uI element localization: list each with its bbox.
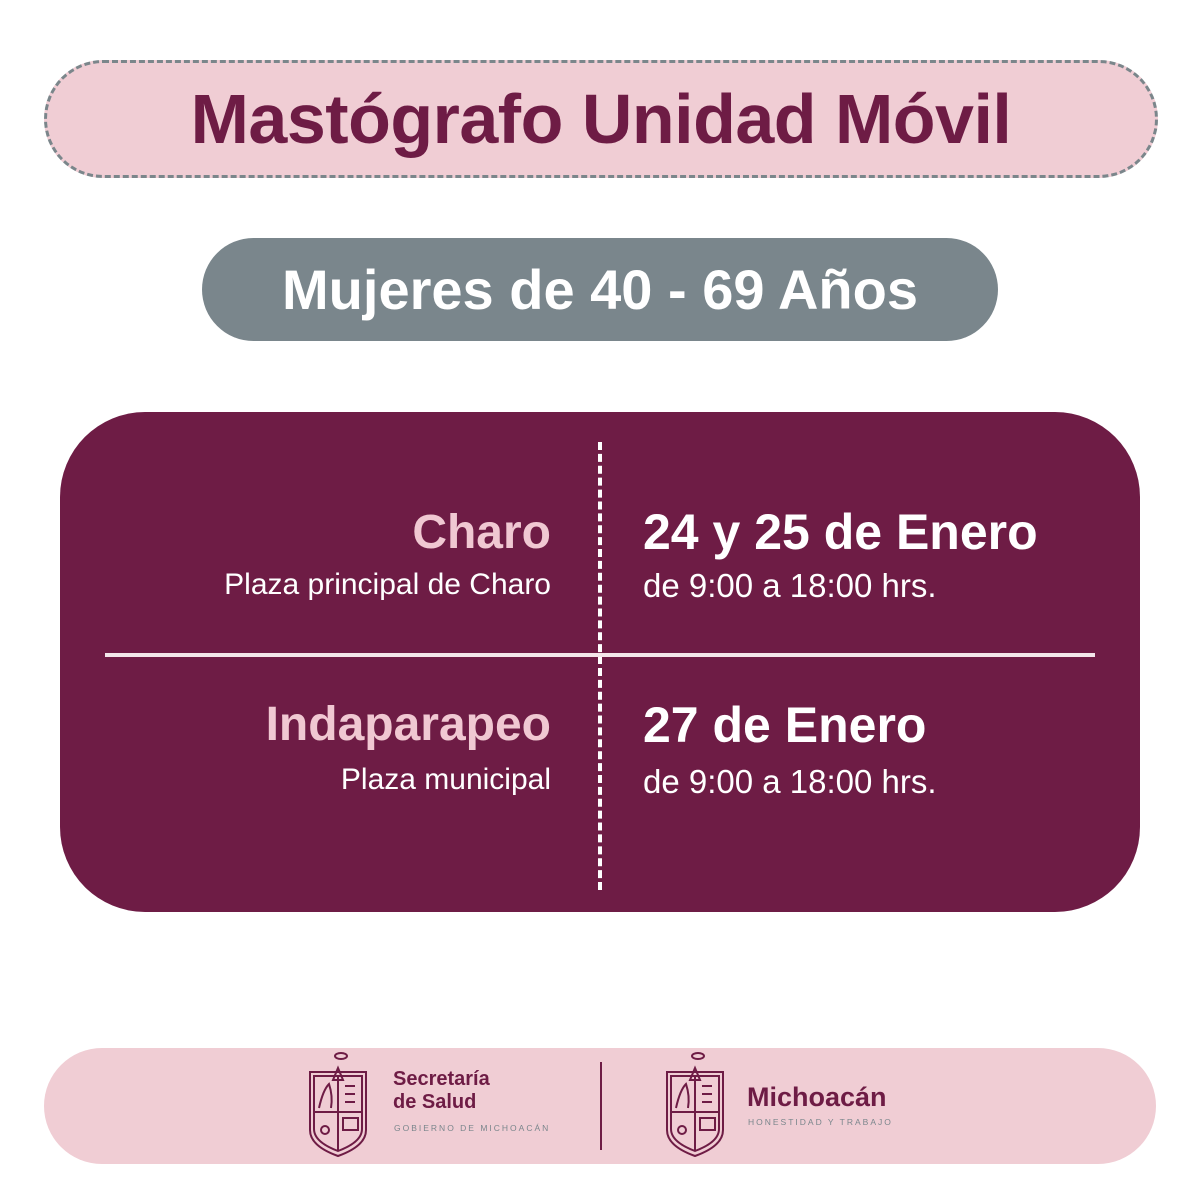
logo1-line1: Secretaría [393, 1068, 490, 1090]
location-hours: de 9:00 a 18:00 hrs. [643, 763, 937, 800]
location-address: Plaza principal de Charo [224, 568, 551, 601]
michoacan-seal-icon [309, 1052, 367, 1158]
title-banner: Mastógrafo Unidad Móvil [44, 60, 1158, 178]
logo1-line2: de Salud [393, 1091, 477, 1113]
logo-divider [600, 1062, 602, 1150]
audience-badge: Mujeres de 40 - 69 Años [202, 238, 998, 341]
logo2-tagline: HONESTIDAD Y TRABAJO [748, 1117, 893, 1127]
michoacan-logo-text: Michoacán [747, 1082, 887, 1112]
location-name: Charo [412, 506, 551, 559]
location-address: Plaza municipal [340, 763, 551, 796]
horizontal-divider [105, 653, 1095, 657]
location-hours: de 9:00 a 18:00 hrs. [643, 567, 937, 604]
location-date: 24 y 25 de Enero [643, 504, 1038, 560]
location-date: 27 de Enero [643, 697, 927, 753]
logo1-tagline: GOBIERNO DE MICHOACÁN [394, 1123, 551, 1133]
michoacan-seal-icon [666, 1052, 724, 1158]
secretaria-de-salud-logo: Secretaría de Salud [393, 1068, 490, 1114]
vertical-dashed-divider [598, 442, 602, 890]
audience-text: Mujeres de 40 - 69 Años [282, 258, 918, 321]
location-name: Indaparapeo [265, 698, 551, 751]
page-title: Mastógrafo Unidad Móvil [190, 80, 1012, 158]
